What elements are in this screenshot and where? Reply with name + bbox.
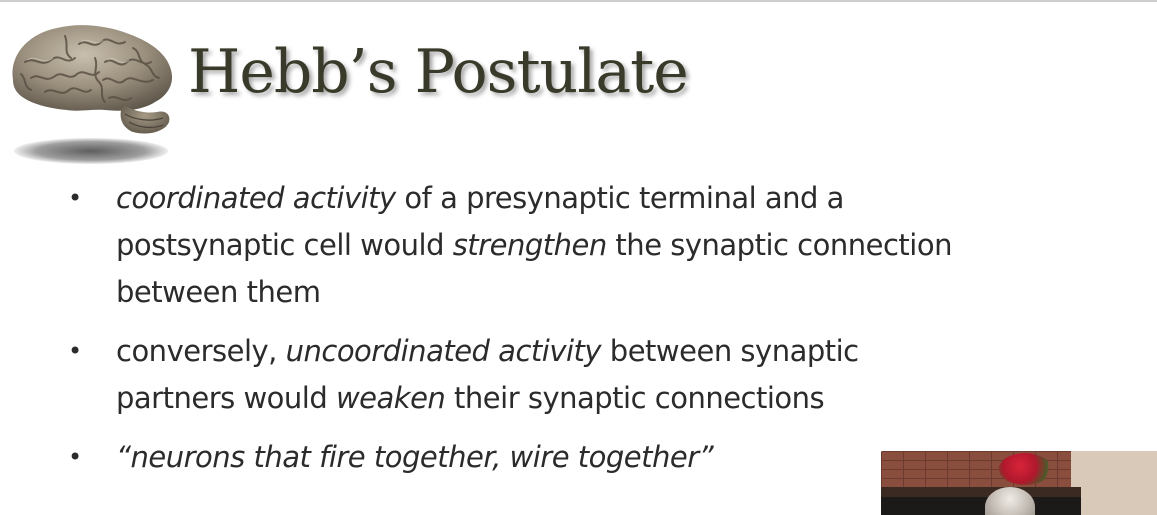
bullet-text: between synaptic — [601, 334, 859, 368]
bullet-line: partners would weaken their synaptic con… — [116, 375, 1120, 422]
bullet-text-italic: weaken — [335, 381, 446, 415]
bullet-line: postsynaptic cell would strengthen the s… — [116, 222, 1120, 269]
bullet-text-italic: coordinated activity — [116, 181, 396, 215]
bullet-text-italic: strengthen — [452, 228, 608, 262]
bullet-text: their synaptic connections — [445, 381, 825, 415]
bullet-text: postsynaptic cell would — [116, 228, 453, 262]
webcam-wall — [1071, 451, 1157, 515]
webcam-overlay — [881, 451, 1157, 515]
bullet-text: conversely, — [116, 334, 286, 368]
bullet-line: conversely, uncoordinated activity betwe… — [116, 328, 1120, 375]
bullet-marker: • — [68, 184, 82, 212]
bullet-item: • “neurons that fire together, wire toge… — [60, 434, 1120, 481]
bullet-line: “neurons that fire together, wire togeth… — [116, 434, 1120, 481]
bullet-line: between them — [116, 269, 1120, 316]
brain-shadow — [14, 138, 168, 164]
bullet-text: between them — [116, 275, 321, 309]
bullet-line: coordinated activity of a presynaptic te… — [116, 175, 1120, 222]
webcam-mantel — [881, 487, 1081, 497]
webcam-speaker — [985, 487, 1035, 515]
webcam-poinsettia — [999, 453, 1051, 485]
bullet-marker: • — [68, 443, 82, 471]
bullet-item: • coordinated activity of a presynaptic … — [60, 175, 1120, 316]
bullet-list: • coordinated activity of a presynaptic … — [60, 175, 1120, 481]
bullet-text: the synaptic connection — [606, 228, 952, 262]
bullet-text-italic: “neurons that fire together, wire togeth… — [116, 440, 714, 474]
bullet-marker: • — [68, 337, 82, 365]
bullet-text-italic: uncoordinated activity — [285, 334, 602, 368]
brain-icon — [12, 25, 173, 134]
webcam-fireplace — [881, 497, 1081, 515]
bullet-text: of a presynaptic terminal and a — [395, 181, 844, 215]
slide-title: Hebb’s Postulate — [188, 37, 689, 107]
window-top-border — [0, 0, 1157, 2]
bullet-item: • conversely, uncoordinated activity bet… — [60, 328, 1120, 422]
bullet-text: partners would — [116, 381, 336, 415]
